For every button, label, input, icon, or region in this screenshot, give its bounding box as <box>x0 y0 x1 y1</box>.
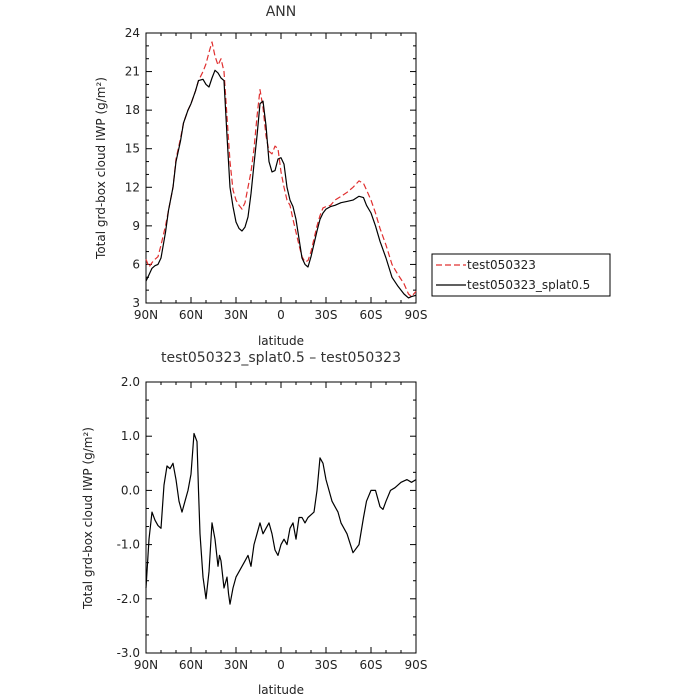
top-x-tick-label: 30S <box>315 308 338 322</box>
top-chart-title: ANN <box>266 4 297 20</box>
top-y-axis-label: Total grd-box cloud IWP (g/m²) <box>94 77 108 260</box>
top-y-tick-label: 3 <box>132 296 140 310</box>
bottom-y-tick-label: 2.0 <box>121 375 140 389</box>
bottom-chart-title: test050323_splat0.5 – test050323 <box>161 350 401 366</box>
top-x-tick-label: 0 <box>277 308 285 322</box>
bottom-y-tick-label: -3.0 <box>117 646 140 660</box>
top-chart: ANN 90N 60N 30N 0 30S 60S 90S 3 6 9 12 15 18 21 24 la… <box>94 4 427 348</box>
top-x-tick-label: 30N <box>224 308 248 322</box>
legend-box <box>431 253 611 297</box>
top-series-group <box>145 41 417 299</box>
legend-label-splat: test050323_splat0.5 <box>467 278 590 292</box>
bottom-x-tick-label: 90N <box>134 658 158 672</box>
top-y-tick-label: 6 <box>132 257 140 271</box>
bottom-x-axis-label: latitude <box>258 683 304 697</box>
top-y-tick-label: 21 <box>125 65 140 79</box>
bottom-x-tick-label: 60S <box>360 658 383 672</box>
bottom-plot-frame <box>145 381 417 654</box>
bottom-x-tick-label: 60N <box>179 658 203 672</box>
top-y-tick-label: 18 <box>125 103 140 117</box>
bottom-y-tick-label: -2.0 <box>117 592 140 606</box>
bottom-chart: test050323_splat0.5 – test050323 90N 60N 3… <box>81 350 427 697</box>
bottom-x-tick-label: 30S <box>315 658 338 672</box>
legend: test050323 test050323_splat0.5 <box>431 253 611 297</box>
bottom-x-ticks: 90N 60N 30N 0 30S 60S 90S <box>134 382 428 672</box>
top-y-tick-label: 9 <box>132 219 140 233</box>
top-y-tick-label: 15 <box>125 142 140 156</box>
bottom-series-line-0 <box>145 432 417 605</box>
bottom-x-tick-label: 0 <box>277 658 285 672</box>
bottom-y-axis-label: Total grd-box cloud IWP (g/m²) <box>81 427 95 610</box>
top-x-axis-label: latitude <box>258 334 304 348</box>
top-x-tick-label: 60N <box>179 308 203 322</box>
top-series-line-0 <box>145 41 417 298</box>
top-x-tick-label: 90S <box>405 308 428 322</box>
top-y-ticks: 3 6 9 12 15 18 21 24 <box>125 26 416 310</box>
bottom-series-group <box>145 432 417 605</box>
bottom-x-tick-label: 30N <box>224 658 248 672</box>
top-y-tick-label: 24 <box>125 26 140 40</box>
legend-label-test050323: test050323 <box>467 258 536 272</box>
bottom-y-tick-label: -1.0 <box>117 538 140 552</box>
bottom-y-tick-label: 1.0 <box>121 429 140 443</box>
top-y-tick-label: 12 <box>125 180 140 194</box>
top-series-line-1 <box>145 69 417 299</box>
bottom-y-ticks: -3.0 -2.0 -1.0 0.0 1.0 2.0 <box>117 375 416 660</box>
bottom-y-tick-label: 0.0 <box>121 483 140 497</box>
top-x-ticks: 90N 60N 30N 0 30S 60S 90S <box>134 33 428 322</box>
bottom-x-tick-label: 90S <box>405 658 428 672</box>
top-x-tick-label: 90N <box>134 308 158 322</box>
top-x-tick-label: 60S <box>360 308 383 322</box>
